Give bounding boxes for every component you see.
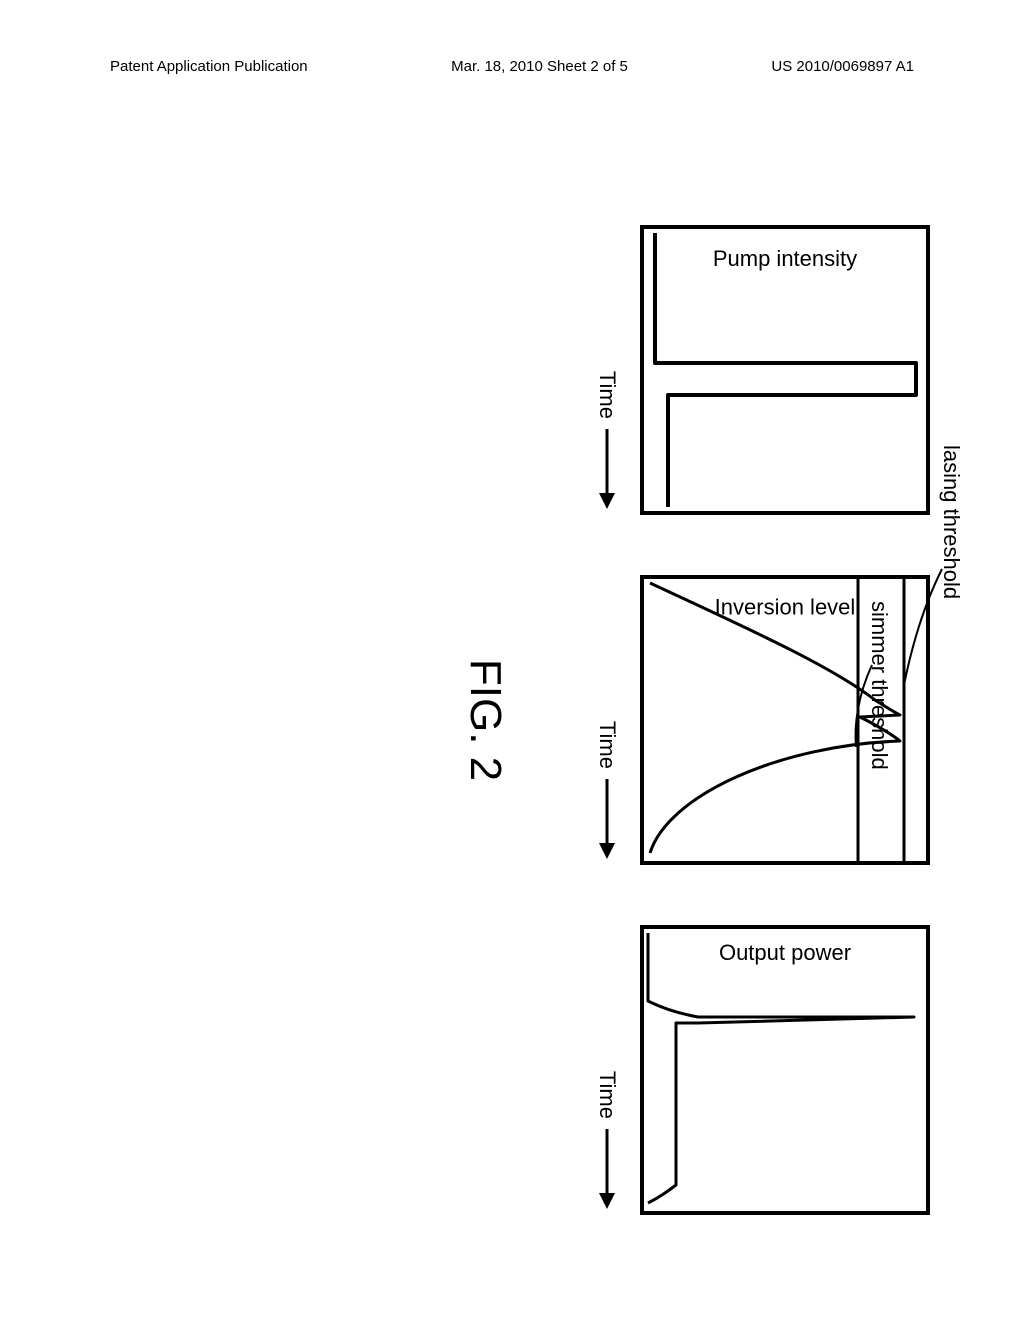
chart-output xyxy=(640,925,930,1215)
header-center: Mar. 18, 2010 Sheet 2 of 5 xyxy=(451,58,628,75)
chart-frame xyxy=(642,927,928,1213)
panels-row: Pump intensityTime Inversion levellasing … xyxy=(640,160,930,1280)
panel-output: Output powerTime xyxy=(640,925,930,1215)
panel-inversion: Inversion levellasing thresholdsimmer th… xyxy=(640,575,930,865)
ylabel-inversion: Inversion level xyxy=(715,594,856,620)
arrow-right-icon xyxy=(600,1129,614,1209)
arrow-right-icon xyxy=(600,429,614,509)
ylabel-output: Output power xyxy=(719,940,851,966)
panel-pump: Pump intensityTime xyxy=(640,225,930,515)
leader-line xyxy=(904,569,942,685)
ylabel-pump: Pump intensity xyxy=(713,246,857,272)
arrow-right-icon xyxy=(600,779,614,859)
trace-pump xyxy=(655,233,916,507)
header-left: Patent Application Publication xyxy=(110,58,308,75)
xlabel-group-inversion: Time xyxy=(594,721,620,859)
trace-output xyxy=(648,933,914,1203)
page-header: Patent Application Publication Mar. 18, … xyxy=(0,58,1024,75)
annotation-label: lasing threshold xyxy=(938,445,964,599)
figure-2-container: Pump intensityTimeInversion levellasing … xyxy=(90,160,930,1280)
annotation-label: simmer threshold xyxy=(866,601,892,770)
header-right: US 2010/0069897 A1 xyxy=(771,58,914,75)
xlabel-group-pump: Time xyxy=(594,371,620,509)
xlabel-pump: Time xyxy=(594,371,620,419)
xlabel-inversion: Time xyxy=(594,721,620,769)
figure-caption: FIG. 2 xyxy=(460,659,510,781)
xlabel-output: Time xyxy=(594,1071,620,1119)
trace-inversion xyxy=(650,583,900,853)
xlabel-group-output: Time xyxy=(594,1071,620,1209)
